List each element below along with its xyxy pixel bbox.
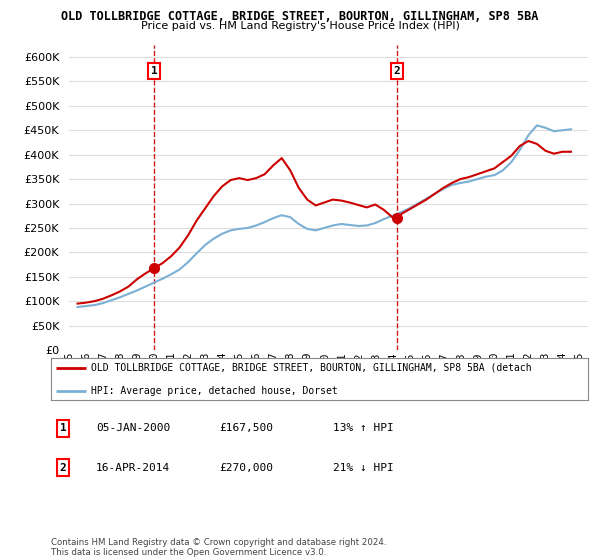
Text: £270,000: £270,000 — [219, 463, 273, 473]
Text: 21% ↓ HPI: 21% ↓ HPI — [333, 463, 394, 473]
Text: Contains HM Land Registry data © Crown copyright and database right 2024.
This d: Contains HM Land Registry data © Crown c… — [51, 538, 386, 557]
Text: 1: 1 — [151, 66, 158, 76]
Text: HPI: Average price, detached house, Dorset: HPI: Average price, detached house, Dors… — [91, 386, 338, 396]
Text: 2: 2 — [394, 66, 401, 76]
Text: OLD TOLLBRIDGE COTTAGE, BRIDGE STREET, BOURTON, GILLINGHAM, SP8 5BA (detach: OLD TOLLBRIDGE COTTAGE, BRIDGE STREET, B… — [91, 363, 532, 372]
Text: £167,500: £167,500 — [219, 423, 273, 433]
Text: OLD TOLLBRIDGE COTTAGE, BRIDGE STREET, BOURTON, GILLINGHAM, SP8 5BA: OLD TOLLBRIDGE COTTAGE, BRIDGE STREET, B… — [61, 10, 539, 23]
Text: 13% ↑ HPI: 13% ↑ HPI — [333, 423, 394, 433]
Text: 16-APR-2014: 16-APR-2014 — [96, 463, 170, 473]
Text: Price paid vs. HM Land Registry's House Price Index (HPI): Price paid vs. HM Land Registry's House … — [140, 21, 460, 31]
Text: 2: 2 — [59, 463, 67, 473]
Text: 1: 1 — [59, 423, 67, 433]
Text: 05-JAN-2000: 05-JAN-2000 — [96, 423, 170, 433]
